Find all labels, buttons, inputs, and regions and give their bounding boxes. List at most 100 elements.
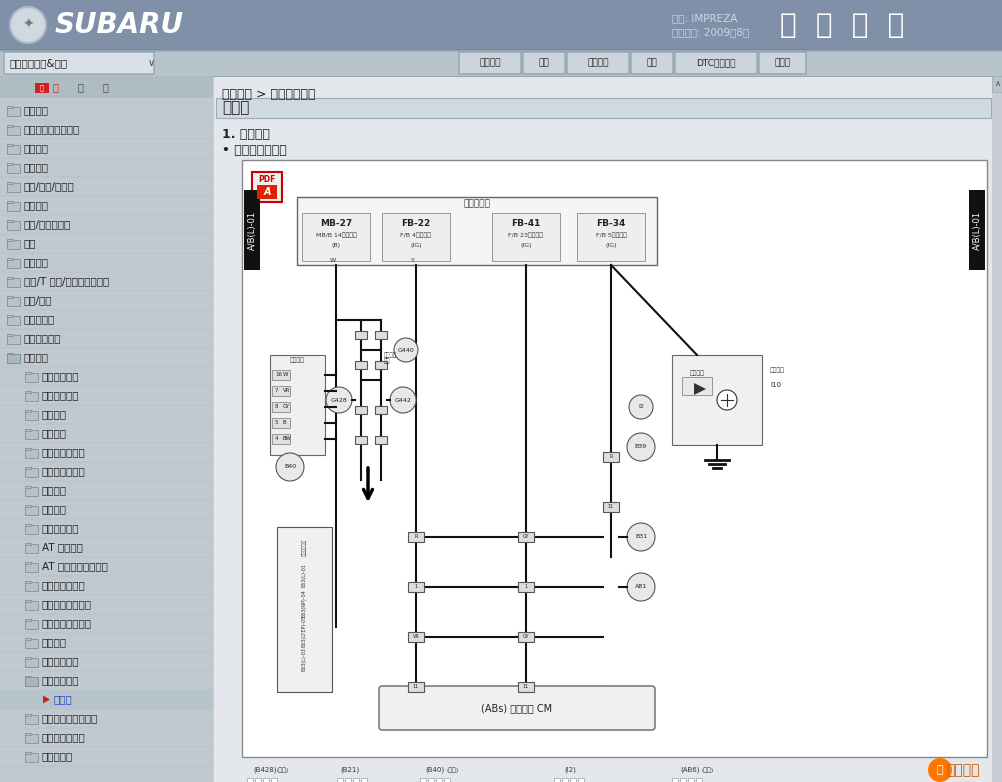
Bar [7, 259, 20, 267]
Bar [7, 106, 13, 107]
Text: E63(L)-01: E63(L)-01 [302, 563, 307, 587]
Text: VR: VR [283, 389, 291, 393]
Text: 车: 车 [40, 84, 44, 91]
Bar [252, 172, 282, 202]
Bar [681, 377, 711, 395]
Text: MB-27: MB-27 [320, 218, 352, 228]
Text: 电源电路: 电源电路 [42, 410, 67, 419]
Text: (IG): (IG) [410, 242, 421, 247]
Text: 娱乐系统: 娱乐系统 [24, 144, 49, 153]
Text: B40: B40 [284, 465, 296, 469]
Bar [25, 543, 31, 544]
Text: B31: B31 [634, 535, 646, 540]
Text: (B428): (B428) [253, 766, 277, 773]
Text: 前大灯系统: 前大灯系统 [42, 752, 73, 762]
Text: 安全和锁: 安全和锁 [24, 257, 49, 267]
Bar [25, 637, 31, 640]
Text: 天窗/T 型顶/活动顶（天窗）: 天窗/T 型顶/活动顶（天窗） [24, 277, 109, 286]
Text: 首页: 首页 [538, 59, 549, 67]
Text: 安全气囊系统: 安全气囊系统 [42, 676, 79, 686]
Bar [25, 676, 31, 677]
Bar [215, 98, 990, 118]
Text: 11: 11 [607, 504, 613, 510]
Text: (黄色): (黄色) [701, 767, 713, 773]
Text: MB/B 14号保险丝: MB/B 14号保险丝 [316, 232, 356, 238]
Bar [517, 682, 533, 692]
Text: 散热器风扇系统: 散热器风扇系统 [42, 467, 85, 476]
Bar [7, 181, 13, 184]
Text: (天色): (天色) [277, 767, 289, 773]
Bar [375, 406, 387, 414]
Text: A/B(L)-01: A/B(L)-01 [972, 210, 981, 249]
Text: 同: 同 [77, 82, 83, 92]
Text: 车型: IMPREZA: 车型: IMPREZA [671, 13, 736, 23]
Bar [561, 778, 567, 782]
Text: (ABs) 安全气囊 CM: (ABs) 安全气囊 CM [481, 703, 552, 713]
Bar [25, 411, 38, 419]
Bar [382, 689, 651, 727]
Bar [355, 331, 367, 339]
Bar [7, 125, 20, 135]
Text: (I2): (I2) [563, 766, 575, 773]
Bar [355, 406, 367, 414]
Text: 按钮启动系统: 按钮启动系统 [42, 523, 79, 533]
Bar [25, 657, 31, 658]
Text: • 汽油发动机车型: • 汽油发动机车型 [221, 144, 287, 156]
Text: DTC编码检索: DTC编码检索 [695, 59, 735, 67]
Circle shape [927, 758, 951, 782]
Text: AB1: AB1 [634, 584, 646, 590]
Bar [25, 752, 38, 762]
Bar [408, 682, 424, 692]
Text: 工作注意事项: 工作注意事项 [42, 390, 79, 400]
FancyBboxPatch shape [522, 52, 564, 74]
FancyBboxPatch shape [4, 52, 154, 74]
Text: AT 换档锁止控制系统: AT 换档锁止控制系统 [42, 561, 108, 572]
Bar [353, 778, 359, 782]
Bar [25, 486, 31, 487]
Bar [7, 182, 20, 192]
Text: R: R [414, 535, 417, 540]
Bar [302, 213, 370, 261]
Text: B: B [283, 421, 287, 425]
Bar [345, 778, 351, 782]
Text: Y: Y [411, 258, 415, 263]
Text: 11: 11 [413, 684, 419, 690]
Bar [7, 220, 13, 221]
Bar [25, 449, 38, 457]
Text: F/B 4号保险丝: F/B 4号保险丝 [400, 232, 431, 238]
Bar [382, 213, 450, 261]
Text: A/B(L)-01: A/B(L)-01 [247, 210, 257, 249]
Bar [517, 632, 533, 642]
Text: W: W [283, 372, 289, 378]
Bar [7, 353, 20, 363]
Bar [671, 355, 762, 445]
Text: ∧: ∧ [993, 80, 1000, 88]
Bar [7, 257, 13, 260]
Text: 发行日期: 2009年8月: 发行日期: 2009年8月 [671, 27, 748, 37]
Text: 蓄电源电器: 蓄电源电器 [463, 199, 490, 209]
Text: E63(NP)-04: E63(NP)-04 [302, 589, 307, 617]
Bar [444, 778, 450, 782]
Bar [687, 778, 693, 782]
Text: PDF: PDF [259, 175, 276, 185]
Text: 照明系统: 照明系统 [24, 106, 49, 116]
Text: 座椅安全带警告系统: 座椅安全带警告系统 [42, 713, 98, 723]
Bar [375, 436, 387, 444]
Bar [277, 527, 332, 692]
Bar [569, 778, 575, 782]
Text: 空调系统: 空调系统 [42, 637, 67, 647]
Bar [375, 331, 387, 339]
Bar [25, 392, 38, 400]
Text: 车身、驾驶室&配件: 车身、驾驶室&配件 [10, 58, 68, 68]
Circle shape [626, 523, 654, 551]
Text: GY: GY [522, 535, 529, 540]
Circle shape [326, 387, 352, 413]
Text: G428: G428 [331, 397, 347, 403]
Bar [271, 778, 277, 782]
Text: (B40): (B40) [425, 766, 444, 773]
Circle shape [276, 453, 304, 481]
Text: 8: 8 [275, 404, 279, 410]
Text: 制压电器: 制压电器 [688, 370, 703, 376]
Text: 安全气囊系统: 安全气囊系统 [302, 538, 307, 556]
FancyBboxPatch shape [566, 52, 628, 74]
